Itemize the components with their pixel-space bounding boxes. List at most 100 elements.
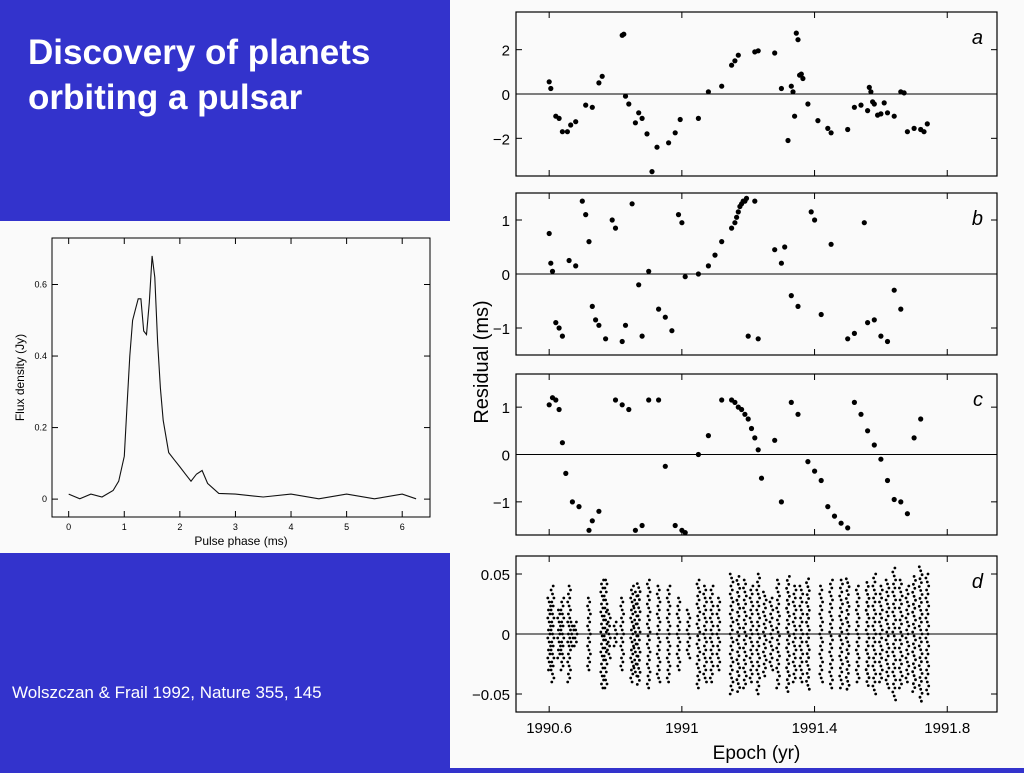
residual-point bbox=[562, 656, 566, 660]
residual-point bbox=[709, 668, 713, 672]
residual-point bbox=[788, 654, 791, 658]
residual-point bbox=[907, 624, 911, 628]
residual-point bbox=[912, 582, 915, 586]
residual-point bbox=[886, 594, 890, 598]
residual-point bbox=[567, 644, 571, 648]
residual-point bbox=[600, 614, 604, 618]
residual-point bbox=[648, 650, 652, 654]
residual-point bbox=[829, 674, 833, 678]
residual-point bbox=[728, 632, 732, 636]
residual-point bbox=[675, 212, 682, 218]
residual-point bbox=[567, 632, 570, 636]
residual-point bbox=[788, 674, 791, 678]
residual-point bbox=[831, 513, 838, 519]
residual-point bbox=[775, 666, 779, 670]
residual-point bbox=[738, 666, 742, 670]
plot-frame bbox=[51, 237, 431, 518]
residual-point bbox=[549, 604, 552, 608]
residual-point bbox=[770, 664, 773, 668]
y-tick-label: 0 bbox=[502, 267, 510, 284]
residual-point bbox=[622, 652, 625, 656]
residual-point bbox=[702, 672, 706, 676]
residual-point bbox=[717, 628, 721, 632]
residual-point bbox=[807, 589, 811, 592]
residual-point bbox=[549, 628, 553, 632]
residual-point bbox=[586, 656, 590, 660]
residual-point bbox=[569, 588, 572, 592]
residual-point bbox=[911, 670, 915, 674]
residual-point bbox=[792, 672, 796, 676]
residual-point bbox=[731, 600, 735, 604]
residual-point bbox=[770, 636, 774, 640]
x-tick-label: 0 bbox=[66, 522, 71, 532]
residual-point bbox=[840, 650, 844, 654]
residual-point bbox=[559, 668, 563, 672]
residual-point bbox=[805, 640, 808, 644]
residual-point bbox=[807, 648, 811, 652]
residual-point bbox=[900, 634, 904, 638]
residual-point bbox=[891, 287, 897, 293]
residual-point bbox=[844, 577, 848, 581]
residual-point bbox=[841, 662, 844, 666]
residual-point bbox=[819, 604, 822, 608]
x-tick-label: 5 bbox=[344, 522, 349, 532]
residual-point bbox=[557, 628, 560, 632]
residual-point bbox=[901, 90, 907, 96]
residual-point bbox=[855, 680, 859, 684]
residual-point bbox=[757, 664, 761, 668]
residual-point bbox=[758, 596, 761, 600]
x-tick-label: 3 bbox=[233, 522, 238, 532]
residual-point bbox=[552, 656, 556, 660]
residual-point bbox=[914, 598, 917, 602]
residual-point bbox=[605, 682, 609, 686]
residual-point bbox=[559, 608, 563, 612]
y-tick-label: 0 bbox=[502, 448, 510, 465]
residual-point bbox=[645, 682, 649, 686]
residual-point bbox=[786, 650, 790, 654]
residual-point bbox=[677, 668, 681, 672]
residual-point bbox=[900, 582, 903, 586]
residual-point bbox=[918, 597, 922, 600]
residual-point bbox=[608, 636, 612, 640]
y-tick-label: 0.2 bbox=[34, 423, 47, 433]
residual-point bbox=[785, 658, 789, 662]
residual-point bbox=[830, 586, 834, 590]
residual-point bbox=[867, 656, 871, 660]
residual-point bbox=[556, 616, 560, 620]
residual-point bbox=[703, 624, 706, 628]
residual-point bbox=[885, 670, 889, 674]
residual-point bbox=[750, 672, 754, 676]
residual-point bbox=[770, 604, 773, 608]
residual-point bbox=[926, 632, 930, 636]
residual-point bbox=[857, 596, 861, 600]
residual-point bbox=[567, 584, 571, 588]
residual-point bbox=[880, 608, 884, 612]
residual-point bbox=[828, 590, 832, 594]
residual-point bbox=[918, 676, 922, 679]
residual-point bbox=[785, 586, 788, 590]
residual-point bbox=[873, 660, 877, 664]
residual-point bbox=[905, 668, 909, 672]
residual-point bbox=[657, 668, 661, 672]
residual-point bbox=[763, 594, 767, 598]
residual-point bbox=[919, 569, 923, 573]
residual-point bbox=[630, 640, 634, 644]
residual-point bbox=[550, 640, 554, 644]
residual-point bbox=[830, 666, 834, 670]
residual-point bbox=[914, 579, 917, 582]
residual-point bbox=[569, 648, 572, 652]
residual-point bbox=[775, 686, 779, 690]
residual-point bbox=[736, 650, 739, 654]
residual-point bbox=[819, 656, 823, 660]
residual-point bbox=[549, 588, 553, 592]
residual-point bbox=[758, 616, 761, 620]
residual-point bbox=[755, 668, 759, 672]
residual-point bbox=[785, 678, 789, 682]
residual-point bbox=[631, 592, 635, 596]
residual-point bbox=[920, 601, 923, 604]
residual-point bbox=[559, 333, 565, 339]
residual-point bbox=[620, 628, 624, 632]
residual-point bbox=[907, 644, 911, 648]
residual-point bbox=[730, 688, 734, 692]
residual-point bbox=[586, 624, 589, 628]
